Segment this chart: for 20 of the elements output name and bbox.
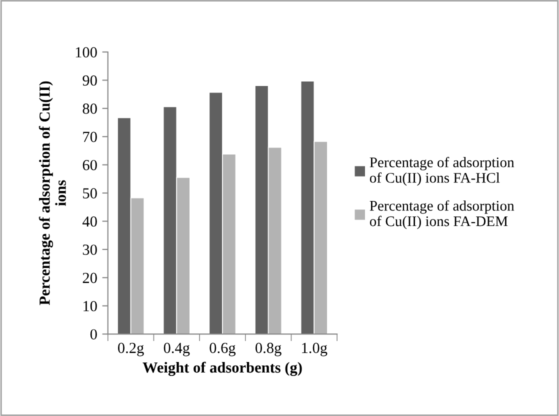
x-tick-label: 0.4g: [164, 342, 190, 356]
legend-label: Percentage of adsorption of Cu(II) ions FA-HCl: [370, 156, 514, 186]
x-axis-title: Weight of adsorbents (g): [142, 362, 302, 376]
y-tick-label: 100: [76, 47, 97, 58]
legend-label: Percentage of adsorption of Cu(II) ions FA-DEM: [370, 200, 514, 230]
y-tick-label: 20: [82, 272, 97, 284]
y-tick-label: 80: [82, 104, 97, 114]
x-tick-label: 0.2g: [118, 342, 144, 356]
y-tick-label: 90: [82, 75, 97, 86]
y-tick-label: 40: [82, 216, 97, 227]
y-tick-label: 10: [84, 300, 97, 312]
y-tick-label: 50: [83, 188, 97, 198]
x-tick-label: 0.8g: [256, 342, 282, 356]
x-tick-label: 1.0g: [302, 342, 328, 356]
y-tick-label: 30: [82, 244, 97, 255]
y-tick-label: 0: [90, 329, 97, 340]
y-tick-label: 70: [83, 132, 97, 142]
x-tick-label: 0.6g: [210, 342, 236, 356]
y-axis-title: Percentage of adsorption of Cu(II) ions: [38, 81, 66, 306]
y-tick-label: 60: [82, 160, 97, 170]
